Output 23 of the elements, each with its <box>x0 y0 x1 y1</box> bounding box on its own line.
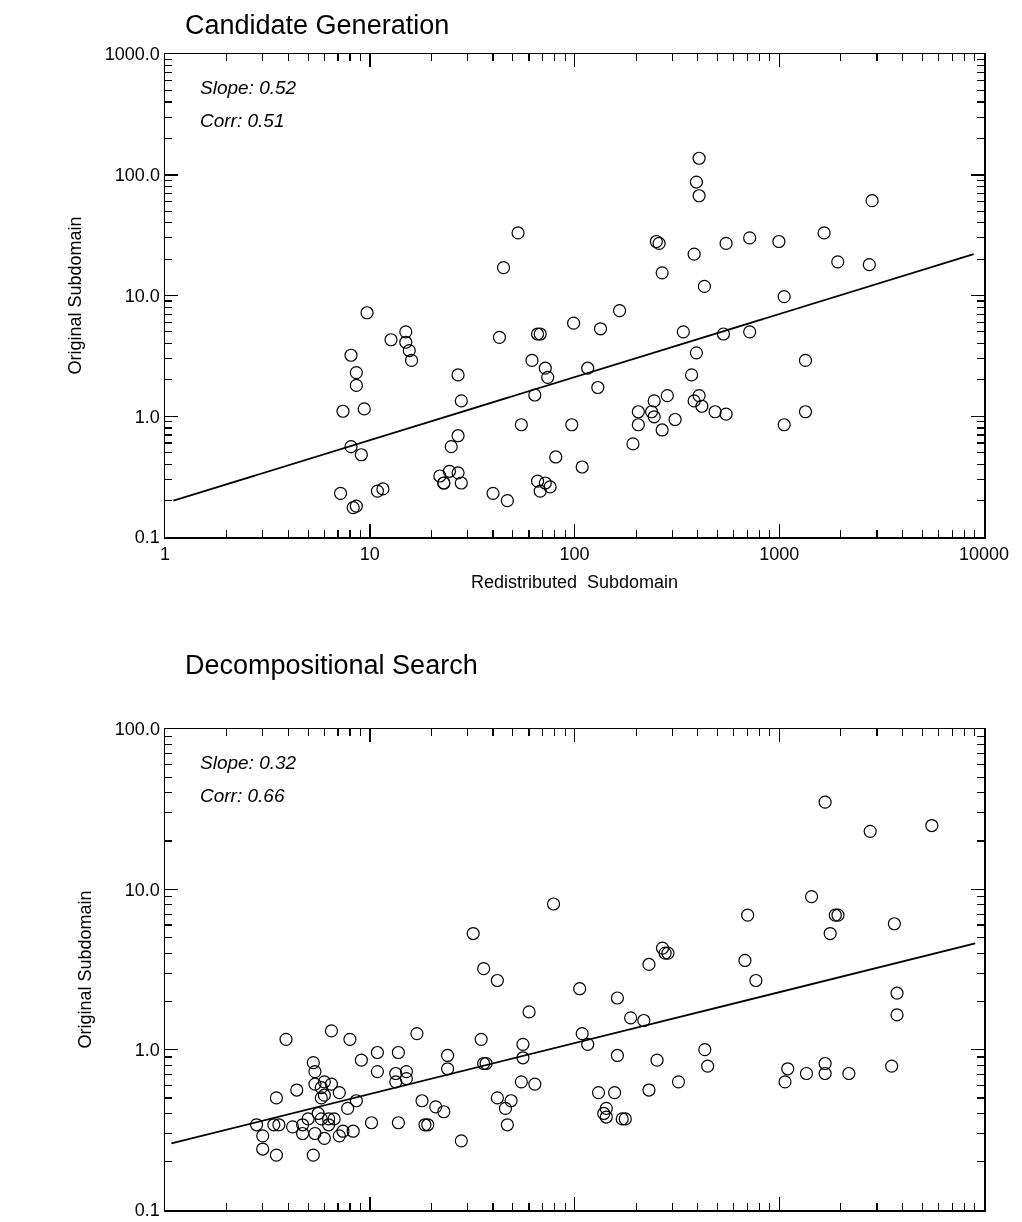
x-axis-title: Redistributed Subdomain <box>470 571 679 592</box>
y-tick-label: 0.1 <box>134 527 160 548</box>
y-tick-label: 10.0 <box>124 879 160 900</box>
y-tick-label: 1.0 <box>134 1039 160 1060</box>
x-tick-label: 1 <box>159 544 171 565</box>
x-tick-label: 1000 <box>759 544 800 565</box>
chart-title: Decompositional Search <box>185 650 478 681</box>
annotation: Slope: 0.32 <box>200 752 297 773</box>
y-tick-label: 100.0 <box>114 165 160 186</box>
annotation: Slope: 0.52 <box>200 77 297 98</box>
y-tick-label: 0.1 <box>134 1200 160 1221</box>
annotation: Corr: 0.66 <box>200 785 285 806</box>
y-tick-label: 1.0 <box>134 406 160 427</box>
x-tick-label: 100 <box>559 544 590 565</box>
y-tick-label: 1000.0 <box>104 44 160 65</box>
y-tick-label: 100.0 <box>114 719 160 740</box>
y-axis-title: Original Subdomain <box>75 890 96 1049</box>
chart-title: Candidate Generation <box>185 10 450 41</box>
y-axis-title: Original Subdomain <box>65 216 86 375</box>
annotation: Corr: 0.51 <box>200 110 285 131</box>
y-tick-label: 10.0 <box>124 285 160 306</box>
x-tick-label: 10 <box>359 544 380 565</box>
x-tick-label: 10000 <box>958 544 1010 565</box>
